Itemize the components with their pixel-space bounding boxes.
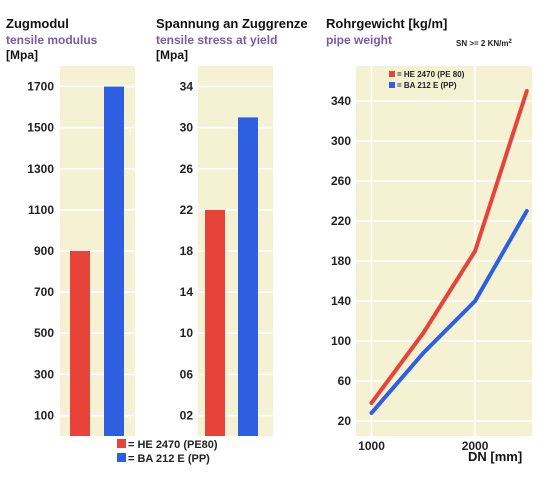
chart3-ytick-label: 60	[338, 374, 352, 388]
chart3-xtick-label: 2000	[462, 439, 489, 453]
chart3-title: Rohrgewicht [kg/m]	[326, 16, 447, 31]
chart2-ylabel: [Mpa]	[156, 48, 188, 62]
chart1-bar-blue	[104, 86, 124, 437]
chart2-bar-red	[205, 209, 225, 436]
chart3-ytick-label: 340	[331, 94, 351, 108]
chart3-legend-swatch-blue	[389, 82, 395, 88]
chart1-ytick-label: 1300	[27, 162, 54, 176]
chart3-note: SN >= 2 KN/m2	[456, 39, 512, 48]
chart2-ytick-label: 06	[180, 367, 194, 381]
chart2-title: Spannung an Zuggrenze	[156, 16, 308, 31]
chart2-ytick-label: 14	[180, 285, 194, 299]
chart3-ytick-label: 220	[331, 214, 351, 228]
chart1-ytick-label: 900	[34, 244, 54, 258]
chart3-note-sup: 2	[508, 39, 512, 45]
chart2-ytick-label: 26	[180, 162, 194, 176]
legend-bottom-label-blue: = BA 212 E (PP)	[128, 453, 210, 465]
chart1-ytick-label: 700	[34, 285, 54, 299]
legend-bottom-label-red: = HE 2470 (PE80)	[128, 439, 218, 451]
chart3-ytick-label: 260	[331, 174, 351, 188]
legend-bottom-swatch-red	[117, 439, 126, 448]
chart1-ylabel: [Mpa]	[6, 48, 38, 62]
chart1-ytick-label: 500	[34, 326, 54, 340]
chart1-ytick-label: 100	[34, 408, 54, 422]
chart1-title: Zugmodul	[6, 16, 69, 31]
chart3-line-red	[369, 89, 529, 405]
chart1-ytick-label: 1700	[27, 80, 54, 94]
chart3-ytick-label: 180	[331, 254, 351, 268]
chart1-subtitle: tensile modulus	[6, 33, 98, 47]
chart-marks: 1700 1500 1300 1100 900 700 500 300 100 34 30 26 22 1…	[27, 66, 532, 453]
chart2-ytick-label: 22	[180, 203, 194, 217]
chart3-ytick-label: 100	[331, 334, 351, 348]
chart3-legend-label-red: = HE 2470 (PE 80)	[397, 70, 465, 79]
chart3-ytick-label: 140	[331, 294, 351, 308]
chart3-subtitle: pipe weight	[326, 33, 392, 47]
chart1-ytick-label: 300	[34, 367, 54, 381]
chart3-line-blue	[369, 209, 529, 415]
legend-bottom-swatch-blue	[117, 453, 126, 462]
chart1-bar-red	[70, 251, 90, 436]
chart2-ytick-label: 30	[180, 121, 194, 135]
chart3-note-text: SN >= 2 KN/m	[456, 39, 508, 48]
chart3-legend-swatch-red	[389, 71, 395, 77]
chart2-ytick-label: 02	[180, 408, 194, 422]
chart3-ytick-label: 20	[338, 414, 352, 428]
chart3-ytick-label: 300	[331, 134, 351, 148]
chart1-ytick-label: 1100	[28, 203, 54, 217]
chart3-xlabel: DN [mm]	[468, 449, 522, 464]
chart2-ytick-label: 18	[180, 244, 194, 258]
chart2-bar-blue	[238, 117, 258, 436]
chart1-ytick-label: 1500	[27, 121, 54, 135]
chart3-xtick-label: 1000	[358, 439, 385, 453]
chart2-ytick-label: 10	[180, 326, 194, 340]
chart2-subtitle: tensile stress at yield	[156, 33, 277, 47]
chart2-ytick-label: 34	[180, 80, 194, 94]
chart3-legend-label-blue: = BA 212 E (PP)	[397, 81, 457, 90]
